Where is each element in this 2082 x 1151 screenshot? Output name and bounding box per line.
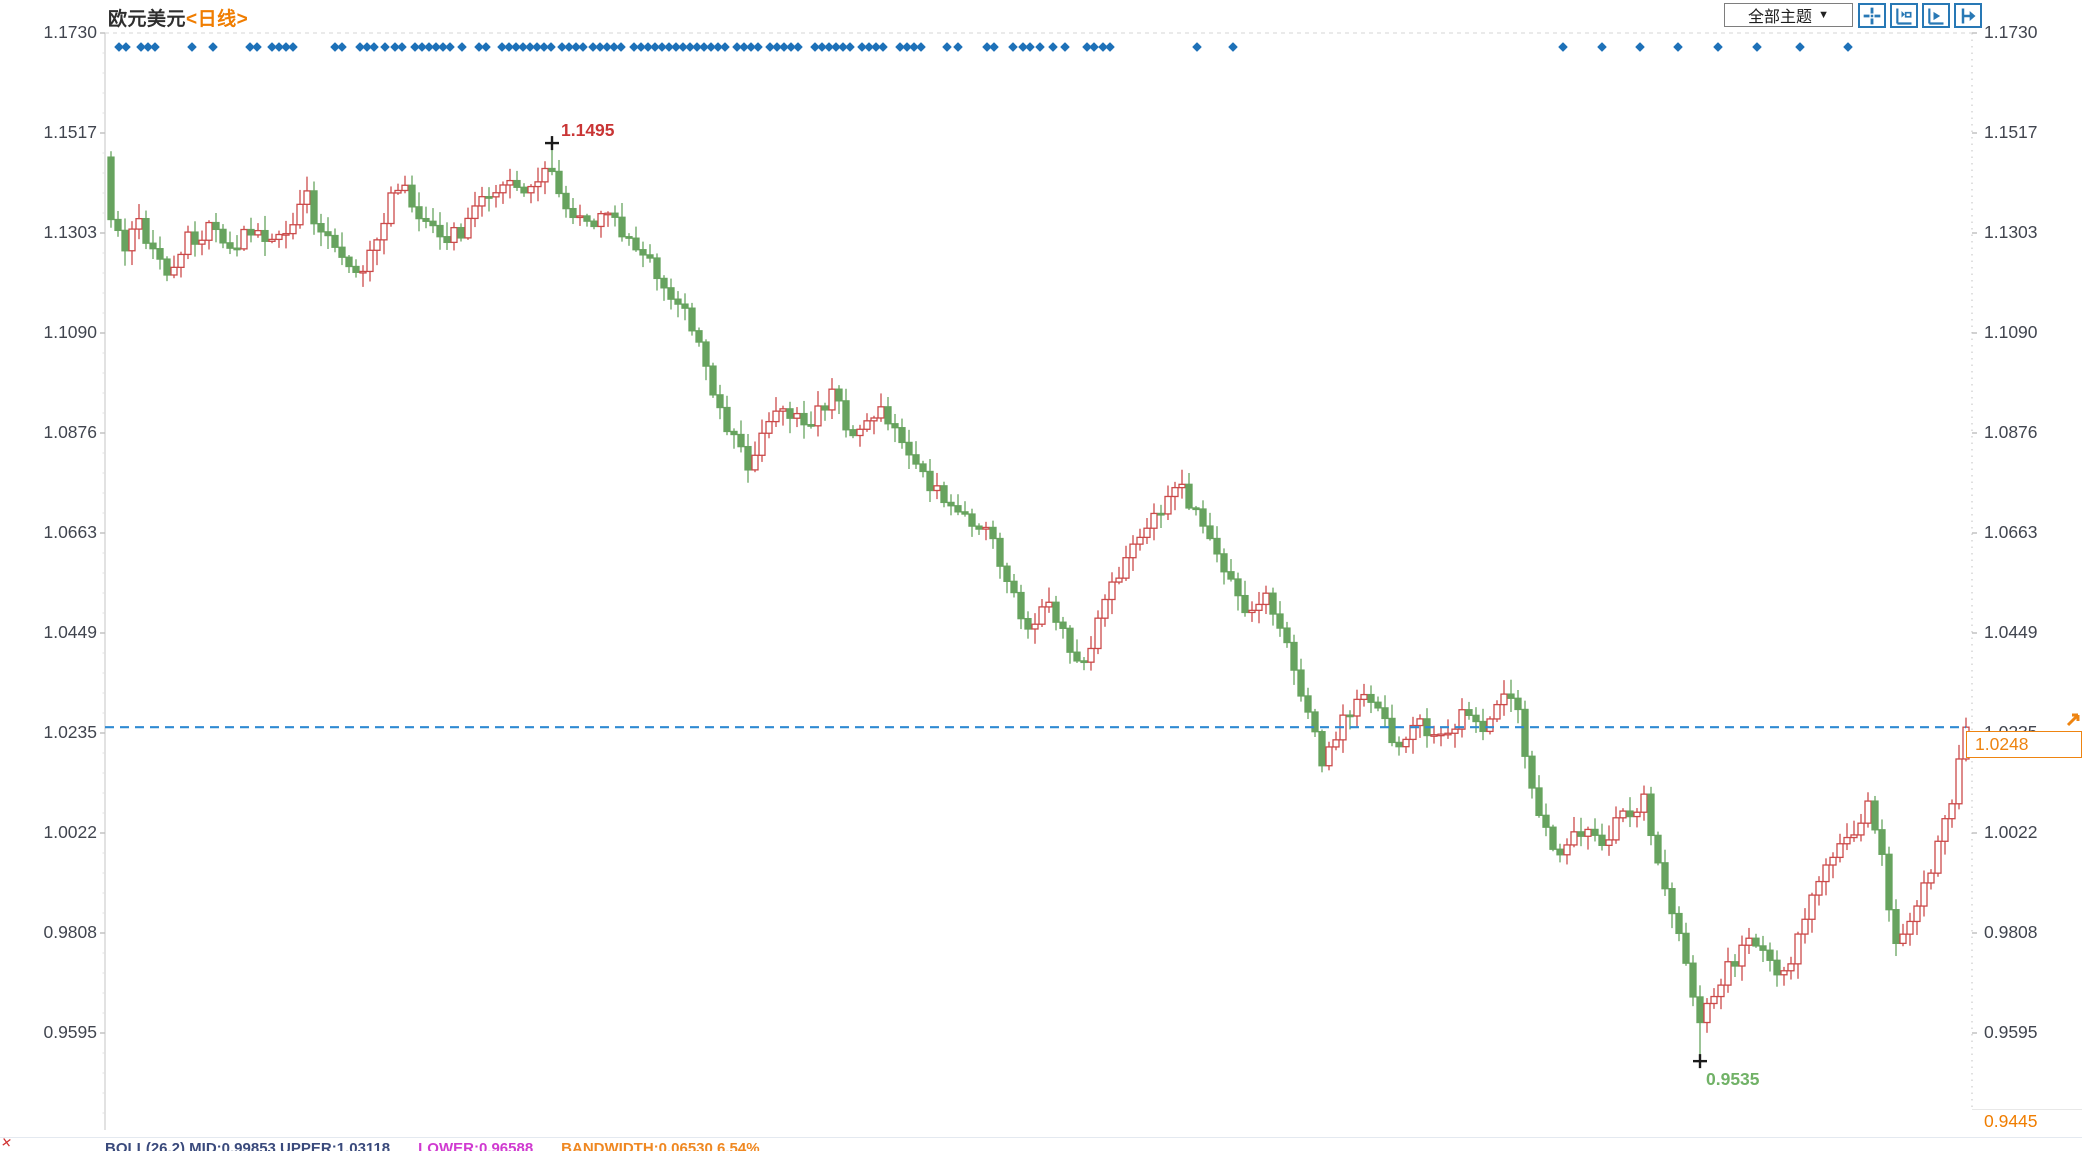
indicator-footer-segment: LOWER:0.96588	[418, 1140, 534, 1151]
y-axis-label-left: 1.1517	[43, 122, 97, 142]
y-axis-label-left: 1.1090	[43, 322, 97, 342]
y-axis-label-right: 1.1730	[1984, 22, 2038, 42]
fit-x-axis-icon	[1928, 8, 1944, 25]
pan-tool-button[interactable]	[1858, 3, 1886, 28]
y-axis-label-left: 1.1730	[43, 22, 97, 42]
scale-bottom-label: 0.9445	[1984, 1111, 2038, 1131]
y-axis-label-right: 1.0663	[1984, 522, 2038, 542]
corner-mark-icon: ✕	[0, 1134, 13, 1151]
y-axis-label-left: 1.0235	[43, 722, 97, 742]
high-price-annotation: 1.1495	[561, 120, 615, 140]
current-price-value: 1.0248	[1975, 734, 2029, 754]
current-price-box: 1.0248	[1966, 731, 2082, 758]
y-axis-label-right: 1.1517	[1984, 122, 2038, 142]
chart-title: 欧元美元<日线>	[108, 4, 248, 31]
panel-divider	[0, 1137, 2082, 1138]
y-axis-label-right: 1.0449	[1984, 622, 2038, 642]
y-axis-label-right: 0.9595	[1984, 1022, 2038, 1042]
y-axis-label-left: 1.1303	[43, 222, 97, 242]
y-axis-label-left: 0.9595	[43, 1022, 97, 1042]
y-axis-label-left: 1.0449	[43, 622, 97, 642]
price-up-arrow-icon	[2066, 711, 2082, 732]
y-axis-label-left: 1.0022	[43, 822, 97, 842]
y-axis-label-right: 1.0876	[1984, 422, 2038, 442]
y-axis-label-left: 1.0663	[43, 522, 97, 542]
theme-dropdown[interactable]: 全部主题 ▼	[1724, 3, 1853, 27]
y-axis-label-right: 1.0022	[1984, 822, 2038, 842]
y-axis-label-right: 1.1090	[1984, 322, 2038, 342]
fit-x-axis-button[interactable]	[1922, 3, 1950, 28]
axis-corner-line	[1972, 1109, 2082, 1110]
symbol-name: 欧元美元	[108, 9, 187, 30]
fit-y-axis-icon	[1896, 8, 1912, 25]
y-axis-label-left: 1.0876	[43, 422, 97, 442]
fit-y-axis-button[interactable]	[1890, 3, 1918, 28]
indicator-footer-segment: BANDWIDTH:0.06530 6.54%	[561, 1140, 760, 1151]
low-price-annotation: 0.9535	[1706, 1069, 1760, 1089]
indicator-footer-segment: BOLL(26,2) MID:0.99853 UPPER:1.03118	[105, 1140, 391, 1151]
go-to-latest-button[interactable]	[1954, 3, 1982, 28]
go-to-latest-icon	[1961, 8, 1976, 23]
period-tag[interactable]: <日线>	[186, 9, 249, 30]
y-axis-label-right: 1.1303	[1984, 222, 2038, 242]
y-axis-label-right: 0.9808	[1984, 922, 2038, 942]
theme-dropdown-label: 全部主题	[1748, 9, 1813, 26]
y-axis-label-left: 0.9808	[43, 922, 97, 942]
chevron-down-icon: ▼	[1818, 9, 1829, 21]
pan-icon	[1863, 7, 1881, 24]
indicator-footer: BOLL(26,2) MID:0.99853 UPPER:1.03118 LOWE…	[105, 1140, 788, 1151]
